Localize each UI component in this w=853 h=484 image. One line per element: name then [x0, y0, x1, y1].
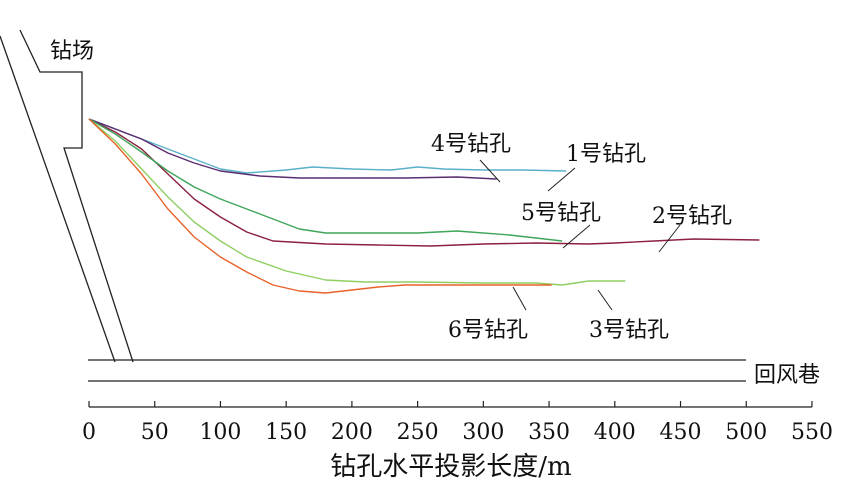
x-tick-label: 300: [462, 420, 504, 445]
label-hole-5: 5号钻孔: [521, 201, 601, 226]
borehole-curve-1: [88, 118, 567, 174]
x-tick-label: 200: [331, 420, 373, 445]
borehole-curve-5: [88, 118, 563, 242]
x-tick-label: 350: [528, 420, 570, 445]
x-tick-label: 0: [82, 420, 96, 445]
borehole-curve-2: [88, 118, 760, 247]
drill-site-label: 钻场: [50, 39, 94, 64]
leader-line-hole-4: [479, 159, 501, 183]
label-hole-4: 4号钻孔: [431, 132, 511, 157]
leader-line-hole-6: [512, 286, 527, 311]
x-tick-label: 150: [265, 420, 307, 445]
x-tick-label: 500: [725, 420, 767, 445]
x-axis-title: 钻孔水平投影长度/m: [330, 452, 571, 482]
leader-line-hole-5: [562, 224, 591, 249]
label-hole-6: 6号钻孔: [448, 318, 528, 343]
label-hole-1: 1号钻孔: [566, 142, 646, 167]
x-tick-label: 400: [594, 420, 636, 445]
leader-line-hole-2: [658, 224, 681, 253]
x-tick-label: 550: [791, 420, 833, 445]
label-hole-2: 2号钻孔: [652, 204, 732, 229]
x-tick-label: 250: [397, 420, 439, 445]
borehole-curves: [88, 118, 760, 294]
x-tick-label: 100: [199, 420, 241, 445]
x-tick-label: 50: [141, 420, 169, 445]
leader-line-hole-3: [597, 289, 613, 311]
x-tick-label: 450: [660, 420, 702, 445]
drill-site-outline: [19, 29, 134, 363]
leader-line-hole-1: [547, 167, 576, 192]
coal-wall-line: [0, 35, 116, 363]
return-airway-label: 回风巷: [754, 363, 820, 388]
borehole-curve-4: [88, 118, 497, 180]
borehole-curve-3: [88, 118, 626, 286]
x-axis-ticks: 0 50 100 150 200 250 300 350 400 450 500 550: [82, 401, 833, 445]
borehole-curve-6: [88, 118, 552, 294]
label-hole-3: 3号钻孔: [589, 318, 669, 343]
